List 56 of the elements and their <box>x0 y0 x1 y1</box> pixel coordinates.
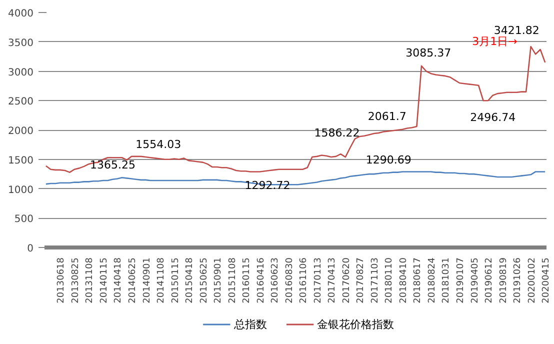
x-tick-label: 20170827 <box>356 257 366 304</box>
y-tick-label: 0 <box>27 244 34 254</box>
legend-label: 总指数 <box>232 318 267 331</box>
legend-label: 金银花价格指数 <box>317 318 394 331</box>
x-tick-label: 20130618 <box>56 257 67 304</box>
x-tick-label: 20150418 <box>185 257 196 304</box>
x-tick-label: 20200415 <box>542 257 552 304</box>
y-tick-label: 2500 <box>8 96 34 108</box>
y-tick-label: 1500 <box>8 155 34 166</box>
x-tick-label: 20161106 <box>299 257 310 304</box>
x-tick-label: 20190107 <box>456 257 466 304</box>
x-tick-label: 20150115 <box>170 257 181 304</box>
x-tick-label: 20191026 <box>513 257 524 304</box>
annotation: 1365.25 <box>90 158 136 172</box>
x-tick-label: 20141108 <box>156 257 167 304</box>
annotation: 1586.22 <box>314 126 360 140</box>
x-tick-label: 20190612 <box>484 257 495 304</box>
y-tick-label: 4000 <box>8 8 34 20</box>
x-tick-label: 20190405 <box>470 257 480 304</box>
x-tick-label: 20160115 <box>242 257 252 304</box>
x-tick-label: 20170413 <box>328 257 338 304</box>
x-tick-label: 20160830 <box>284 257 295 304</box>
x-tick-label: 20181031 <box>442 257 452 304</box>
x-tick-label: 20171103 <box>370 257 380 304</box>
x-tick-label: 20130825 <box>70 257 81 304</box>
x-tick-label: 20160416 <box>256 257 266 304</box>
y-tick-label: 3000 <box>8 67 34 78</box>
x-tick-label: 20140901 <box>142 257 152 304</box>
line-series <box>45 46 546 173</box>
x-tick-label: 20131108 <box>85 257 96 304</box>
y-tick-label: 2000 <box>8 126 34 137</box>
x-tick-label: 20160623 <box>270 257 281 304</box>
y-tick-label: 1000 <box>8 184 34 196</box>
y-tick-label: 500 <box>14 214 34 226</box>
annotation: 2496.74 <box>470 111 516 124</box>
x-tick-label: 20180110 <box>384 257 395 304</box>
x-tick-label: 20150625 <box>199 257 210 304</box>
x-tick-label: 20140418 <box>114 257 124 304</box>
x-tick-label: 20151108 <box>228 257 238 304</box>
annotation: 3月1日→ <box>472 35 518 48</box>
annotation: 1290.69 <box>366 153 412 166</box>
annotation: 1554.03 <box>136 138 182 151</box>
x-tick-label: 20140115 <box>99 257 110 304</box>
annotation: 3085.37 <box>406 46 452 60</box>
annotation: 3421.82 <box>494 24 540 37</box>
x-tick-label: 20170620 <box>342 257 352 304</box>
x-tick-label: 20150901 <box>214 257 224 304</box>
x-tick-label: 20200102 <box>527 257 538 304</box>
x-tick-label: 20180410 <box>398 257 409 304</box>
x-tick-label: 20140625 <box>128 257 138 304</box>
y-tick-label: 3500 <box>8 38 34 49</box>
x-tick-label: 20180617 <box>413 257 424 304</box>
x-tick-label: 20190819 <box>498 257 509 304</box>
x-tick-label: 20170113 <box>313 257 324 304</box>
x-tick-label: 20180824 <box>427 257 438 304</box>
annotation: 2061.7 <box>368 110 406 124</box>
